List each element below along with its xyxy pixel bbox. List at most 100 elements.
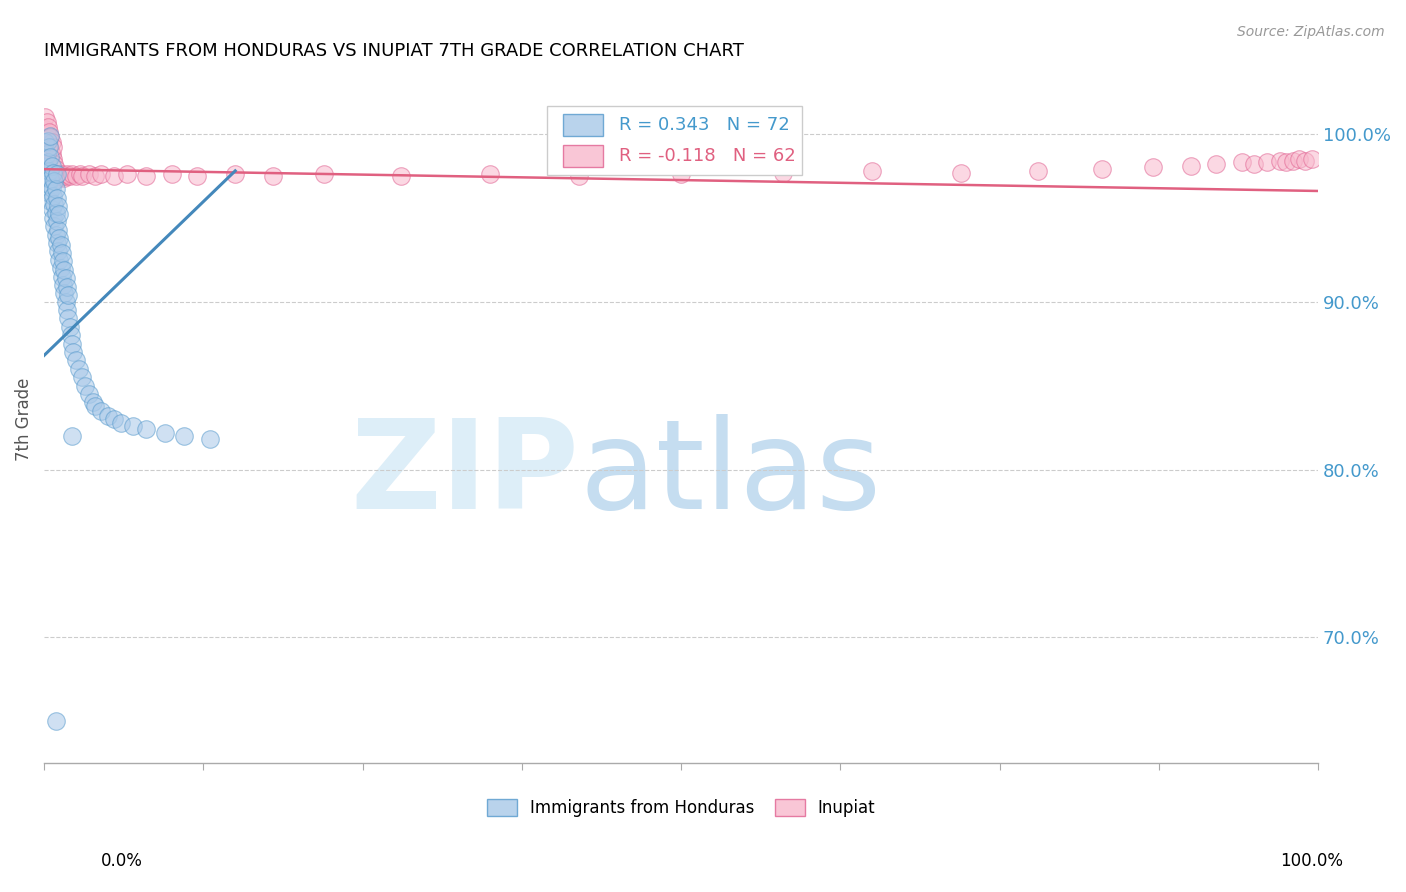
Point bbox=[46, 199, 69, 213]
Point bbox=[1090, 162, 1112, 177]
Point bbox=[52, 254, 75, 268]
Point bbox=[45, 714, 67, 729]
Point bbox=[314, 167, 336, 181]
Point bbox=[67, 361, 90, 376]
FancyBboxPatch shape bbox=[547, 106, 803, 175]
Point bbox=[224, 167, 246, 181]
Point bbox=[135, 169, 157, 183]
Point bbox=[772, 165, 794, 179]
Point bbox=[41, 202, 63, 217]
Point bbox=[38, 140, 60, 154]
Point bbox=[56, 167, 79, 181]
Point bbox=[39, 172, 62, 186]
Point bbox=[53, 263, 76, 277]
Point bbox=[49, 237, 72, 252]
Point bbox=[37, 134, 59, 148]
Point bbox=[60, 429, 83, 443]
Point bbox=[49, 169, 72, 183]
Point bbox=[103, 412, 125, 426]
Point bbox=[53, 286, 76, 301]
Point bbox=[1288, 152, 1310, 166]
FancyBboxPatch shape bbox=[562, 145, 603, 167]
Point bbox=[110, 416, 132, 430]
Point bbox=[39, 150, 62, 164]
Point bbox=[65, 169, 87, 183]
Point bbox=[479, 167, 502, 181]
Point bbox=[77, 167, 100, 181]
Point bbox=[389, 169, 412, 183]
Point bbox=[58, 311, 80, 326]
Point bbox=[51, 246, 73, 260]
Point bbox=[35, 127, 58, 141]
Point bbox=[45, 182, 67, 196]
Point bbox=[56, 279, 79, 293]
Point bbox=[69, 167, 91, 181]
Point bbox=[72, 370, 94, 384]
Point bbox=[1180, 159, 1202, 173]
Point bbox=[42, 152, 65, 166]
Point bbox=[34, 122, 56, 136]
Point bbox=[77, 387, 100, 401]
Point bbox=[160, 167, 183, 181]
Point bbox=[1275, 155, 1298, 169]
Point bbox=[34, 161, 56, 175]
Point bbox=[55, 294, 77, 309]
Point bbox=[38, 186, 60, 200]
Point bbox=[52, 277, 75, 292]
Point bbox=[90, 167, 112, 181]
Text: Source: ZipAtlas.com: Source: ZipAtlas.com bbox=[1237, 25, 1385, 39]
Point bbox=[60, 336, 83, 351]
Text: 0.0%: 0.0% bbox=[101, 852, 143, 870]
Point bbox=[48, 207, 70, 221]
Point bbox=[42, 165, 65, 179]
Point bbox=[1268, 153, 1291, 168]
Point bbox=[49, 261, 72, 276]
Point bbox=[35, 115, 58, 129]
Text: R = 0.343   N = 72: R = 0.343 N = 72 bbox=[619, 117, 789, 135]
Point bbox=[45, 206, 67, 220]
FancyBboxPatch shape bbox=[562, 114, 603, 136]
Point bbox=[48, 170, 70, 185]
Point bbox=[34, 136, 56, 150]
Point bbox=[860, 164, 883, 178]
Point bbox=[38, 136, 60, 151]
Point bbox=[115, 167, 138, 181]
Point bbox=[35, 147, 58, 161]
Point bbox=[122, 418, 145, 433]
Point bbox=[135, 422, 157, 436]
Point bbox=[65, 353, 87, 368]
Point bbox=[58, 169, 80, 183]
Point bbox=[45, 162, 67, 177]
Point bbox=[84, 399, 107, 413]
Point bbox=[41, 147, 63, 161]
Point bbox=[44, 174, 66, 188]
Point bbox=[38, 164, 60, 178]
Point bbox=[38, 125, 60, 139]
Point bbox=[45, 214, 67, 228]
Text: R = -0.118   N = 62: R = -0.118 N = 62 bbox=[619, 146, 796, 165]
Point bbox=[58, 288, 80, 302]
Point bbox=[1281, 153, 1303, 168]
Point bbox=[37, 178, 59, 192]
Point bbox=[46, 244, 69, 259]
Point bbox=[1243, 157, 1265, 171]
Point bbox=[97, 409, 120, 423]
Point bbox=[45, 167, 67, 181]
Point bbox=[37, 120, 59, 135]
Point bbox=[53, 170, 76, 185]
Point bbox=[72, 169, 94, 183]
Point bbox=[34, 110, 56, 124]
Point bbox=[60, 167, 83, 181]
Point bbox=[1142, 161, 1164, 175]
Point bbox=[39, 142, 62, 156]
Point bbox=[44, 157, 66, 171]
Point bbox=[173, 429, 195, 443]
Point bbox=[45, 167, 67, 181]
Point bbox=[1301, 152, 1323, 166]
Point bbox=[950, 165, 973, 179]
Point bbox=[568, 169, 591, 183]
Point bbox=[39, 194, 62, 208]
Point bbox=[41, 159, 63, 173]
Point bbox=[48, 252, 70, 267]
Point bbox=[82, 395, 104, 409]
